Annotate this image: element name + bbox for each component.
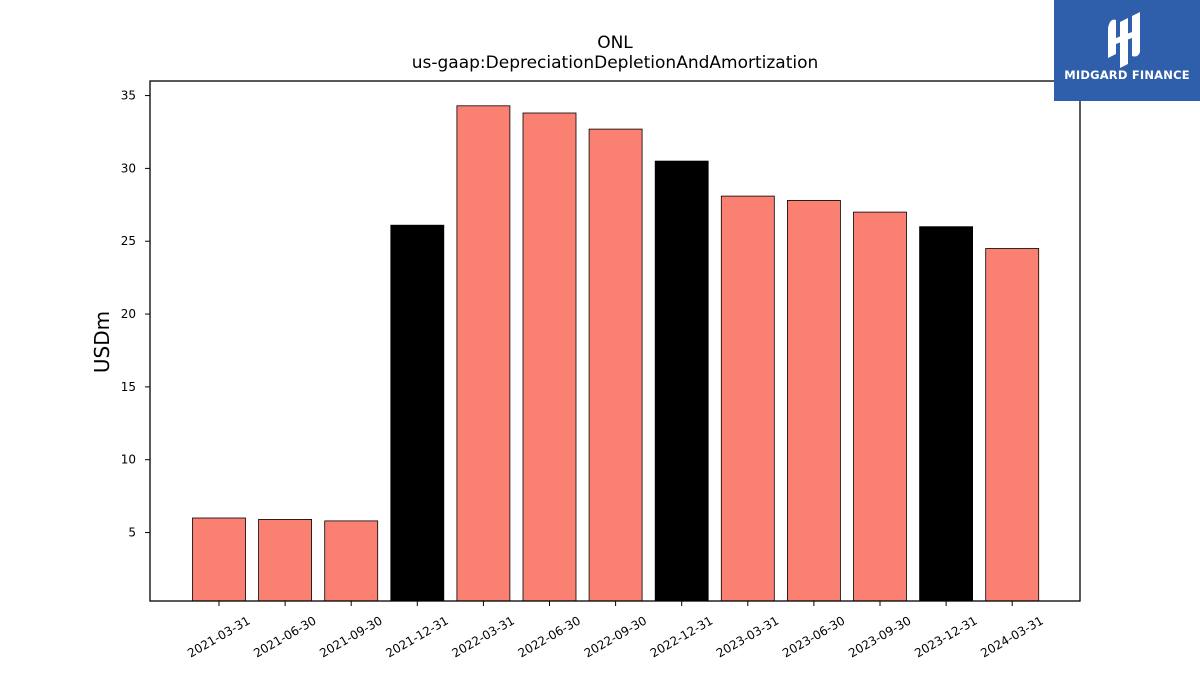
bar-2021-09-30 [324,520,379,602]
bars-group [192,105,1040,602]
bar-2021-06-30 [258,519,313,602]
bar-2022-03-31 [456,105,511,602]
x-tick-label: 2021-09-30 [317,613,384,660]
x-tick-label: 2022-09-30 [582,613,649,660]
x-tick-label: 2023-06-30 [780,613,847,660]
x-tick-label: 2021-12-31 [383,613,450,660]
x-tick-label: 2023-12-31 [912,613,979,660]
logo-text: MIDGARD FINANCE [1064,68,1190,82]
x-axis-ticks: 2021-03-312021-06-302021-09-302021-12-31… [185,601,1046,660]
y-tick-label: 30 [121,161,136,175]
bar-2023-06-30 [787,199,841,602]
y-tick-label: 15 [121,380,136,394]
bar-2023-03-31 [720,195,775,602]
y-axis-ticks: 5 10 15 20 25 30 35 [121,89,150,540]
bar-2023-09-30 [853,211,907,602]
bar-2022-12-31 [654,160,709,602]
plot-frame [149,80,1081,602]
x-tick-label: 2024-03-31 [978,613,1045,660]
x-tick-label: 2022-12-31 [648,613,715,660]
y-tick-label: 5 [128,526,136,540]
midgard-finance-logo: MIDGARD FINANCE [1054,0,1200,101]
chart-subtitle: us-gaap:DepreciationDepletionAndAmortiza… [412,53,819,73]
bar-2023-12-31 [919,226,973,602]
y-axis-label: USDm [90,311,114,373]
x-tick-label: 2021-06-30 [251,613,318,660]
y-tick-label: 20 [121,307,136,321]
bar-2024-03-31 [985,248,1040,602]
x-tick-label: 2022-06-30 [516,613,583,660]
x-tick-label: 2021-03-31 [185,613,252,660]
y-tick-label: 10 [121,453,136,467]
bar-2022-09-30 [588,128,643,602]
x-tick-label: 2022-03-31 [449,613,516,660]
bar-2021-03-31 [192,517,246,602]
bar-2021-12-31 [390,224,445,602]
y-tick-label: 25 [121,234,136,248]
chart-title: ONL [597,33,633,53]
bar-2022-06-30 [522,112,577,602]
logo-mark-icon [1108,12,1140,68]
x-tick-label: 2023-09-30 [846,613,913,660]
y-tick-label: 35 [121,89,136,103]
x-tick-label: 2023-03-31 [714,613,781,660]
